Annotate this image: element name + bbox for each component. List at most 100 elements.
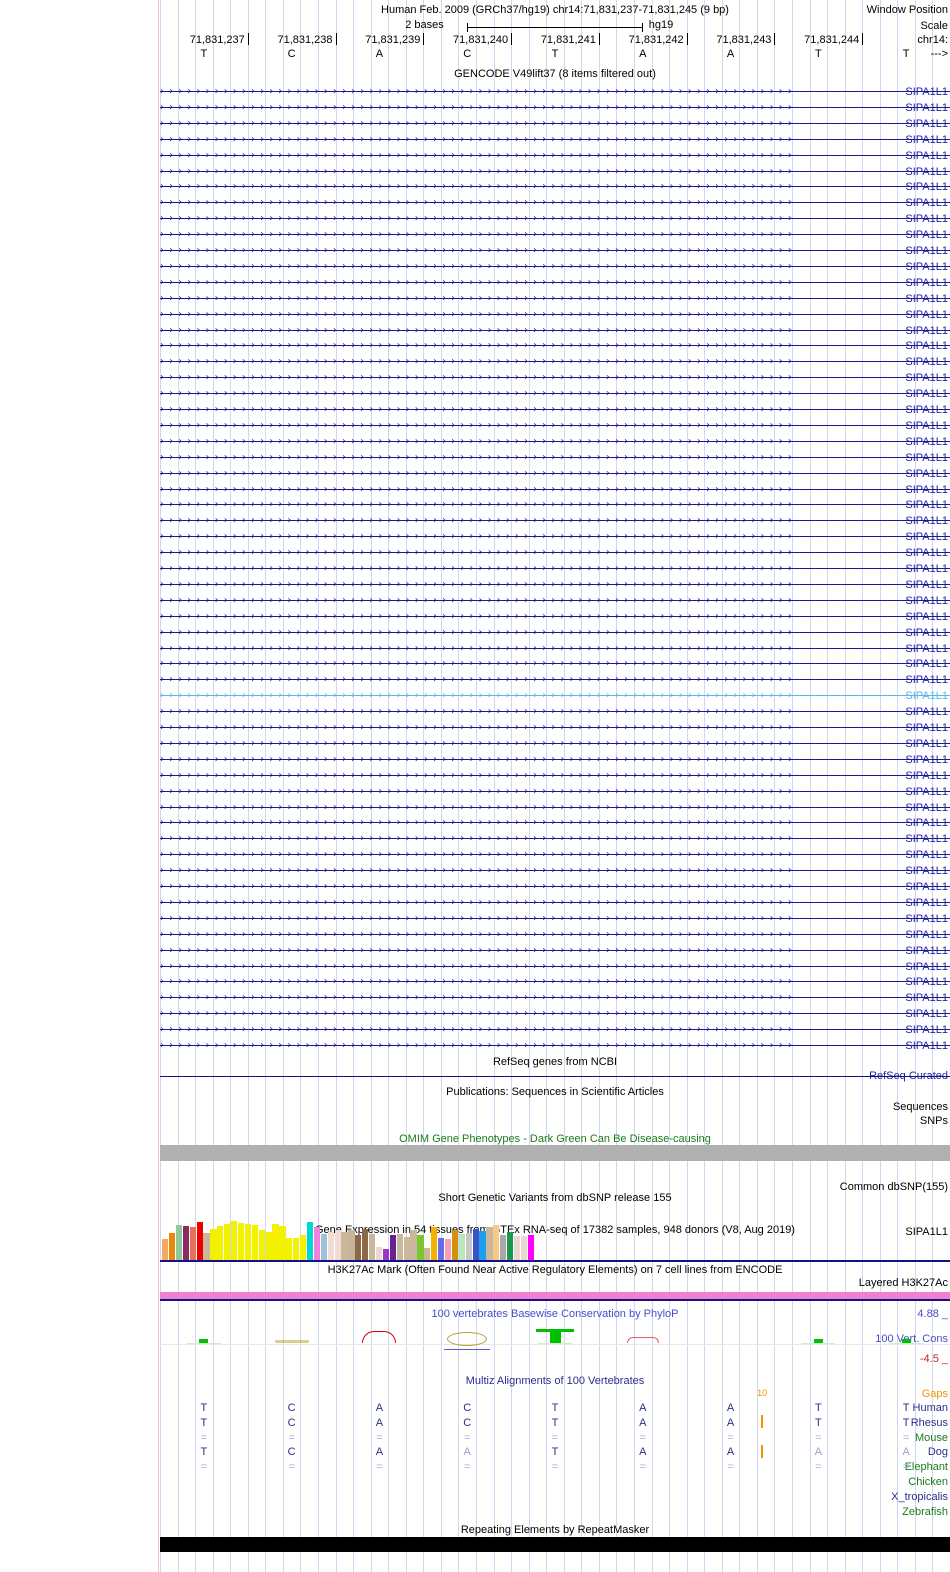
gene-transcript-row[interactable]: ››››››››››››››››››››››››››››››››››››››››… xyxy=(160,1008,950,1019)
gene-name-label[interactable]: SIPA1L1 xyxy=(905,436,948,448)
gene-transcript-row[interactable]: ››››››››››››››››››››››››››››››››››››››››… xyxy=(160,420,950,431)
gene-name-label[interactable]: SIPA1L1 xyxy=(905,658,948,670)
gene-transcript-row[interactable]: ››››››››››››››››››››››››››››››››››››››››… xyxy=(160,627,950,638)
gene-name-label[interactable]: SIPA1L1 xyxy=(905,881,948,893)
gene-transcript-row[interactable]: ››››››››››››››››››››››››››››››››››››››››… xyxy=(160,770,950,781)
gene-name-label[interactable]: SIPA1L1 xyxy=(905,754,948,766)
gene-transcript-row[interactable]: ››››››››››››››››››››››››››››››››››››››››… xyxy=(160,579,950,590)
gtex-tissue-bar[interactable] xyxy=(348,1230,355,1260)
gtex-tissue-bar[interactable] xyxy=(272,1224,279,1260)
gtex-tissue-bar[interactable] xyxy=(162,1239,169,1260)
gtex-tissue-bar[interactable] xyxy=(513,1236,521,1260)
gene-name-label[interactable]: SIPA1L1 xyxy=(905,515,948,527)
gene-transcript-row[interactable]: ››››››››››››››››››››››››››››››››››››››››… xyxy=(160,1024,950,1035)
gene-name-label[interactable]: SIPA1L1 xyxy=(905,595,948,607)
gene-transcript-row[interactable]: ››››››››››››››››››››››››››››››››››››››››… xyxy=(160,261,950,272)
gene-transcript-row[interactable]: ››››››››››››››››››››››››››››››››››››››››… xyxy=(160,690,950,701)
gtex-tissue-bar[interactable] xyxy=(369,1234,376,1260)
gtex-tissue-bar[interactable] xyxy=(520,1236,528,1260)
gtex-tissue-bar[interactable] xyxy=(355,1235,362,1260)
gtex-tissue-bar[interactable] xyxy=(382,1249,390,1260)
gene-name-label[interactable]: SIPA1L1 xyxy=(905,913,948,925)
gene-transcript-row[interactable]: ››››››››››››››››››››››››››››››››››››››››… xyxy=(160,229,950,240)
gtex-tissue-bar[interactable] xyxy=(182,1226,189,1260)
gtex-tissue-bar[interactable] xyxy=(327,1232,334,1260)
gene-transcript-row[interactable]: ››››››››››››››››››››››››››››››››››››››››… xyxy=(160,102,950,113)
gene-name-label[interactable]: SIPA1L1 xyxy=(905,404,948,416)
gtex-tissue-bar[interactable] xyxy=(224,1224,231,1260)
gene-transcript-row[interactable]: ››››››››››››››››››››››››››››››››››››››››… xyxy=(160,277,950,288)
gene-transcript-row[interactable]: ››››››››››››››››››››››››››››››››››››››››… xyxy=(160,86,950,97)
gene-name-label[interactable]: SIPA1L1 xyxy=(905,293,948,305)
gene-transcript-row[interactable]: ››››››››››››››››››››››››››››››››››››››››… xyxy=(160,547,950,558)
gtex-tissue-bar[interactable] xyxy=(444,1239,452,1260)
gene-transcript-row[interactable]: ››››››››››››››››››››››››››››››››››››››››… xyxy=(160,961,950,972)
gene-transcript-row[interactable]: ››››››››››››››››››››››››››››››››››››››››… xyxy=(160,929,950,940)
gene-name-label[interactable]: SIPA1L1 xyxy=(905,452,948,464)
gene-transcript-row[interactable]: ››››››››››››››››››››››››››››››››››››››››… xyxy=(160,1040,950,1051)
gene-name-label[interactable]: SIPA1L1 xyxy=(905,976,948,988)
conservation-track-label[interactable]: 100 Vert. Cons xyxy=(875,1333,948,1345)
conservation-plot[interactable] xyxy=(160,1306,950,1368)
gene-transcript-row[interactable]: ››››››››››››››››››››››››››››››››››››››››… xyxy=(160,754,950,765)
gene-name-label[interactable]: SIPA1L1 xyxy=(905,531,948,543)
gene-transcript-row[interactable]: ››››››››››››››››››››››››››››››››››››››››… xyxy=(160,499,950,510)
gene-transcript-row[interactable]: ››››››››››››››››››››››››››››››››››››››››… xyxy=(160,309,950,320)
gene-transcript-row[interactable]: ››››››››››››››››››››››››››››››››››››››››… xyxy=(160,881,950,892)
gtex-tissue-bar[interactable] xyxy=(320,1234,327,1260)
gtex-tissue-bar[interactable] xyxy=(244,1224,252,1260)
sequences-track-label[interactable]: Sequences xyxy=(892,1101,948,1113)
gtex-tissue-bar[interactable] xyxy=(362,1229,369,1260)
gtex-tissue-bar[interactable] xyxy=(279,1226,286,1260)
gtex-track-label[interactable]: SIPA1L1 xyxy=(905,1226,948,1238)
gene-transcript-row[interactable]: ››››››››››››››››››››››››››››››››››››››››… xyxy=(160,245,950,256)
gene-name-label[interactable]: SIPA1L1 xyxy=(905,563,948,575)
gene-transcript-row[interactable]: ››››››››››››››››››››››››››››››››››››››››… xyxy=(160,213,950,224)
h3k27ac-track-label[interactable]: Layered H3K27Ac xyxy=(858,1277,948,1289)
gene-transcript-row[interactable]: ››››››››››››››››››››››››››››››››››››››››… xyxy=(160,484,950,495)
gtex-tissue-bar[interactable] xyxy=(389,1235,396,1260)
species-label-mouse[interactable]: Mouse xyxy=(914,1432,948,1444)
gtex-tissue-bar[interactable] xyxy=(472,1229,479,1260)
gtex-tissue-bar[interactable] xyxy=(458,1234,465,1260)
gene-name-label[interactable]: SIPA1L1 xyxy=(905,865,948,877)
gene-name-label[interactable]: SIPA1L1 xyxy=(905,102,948,114)
omim-gene-band[interactable] xyxy=(160,1145,950,1161)
gtex-tissue-bar[interactable] xyxy=(431,1227,438,1260)
gene-name-label[interactable]: SIPA1L1 xyxy=(905,674,948,686)
gene-name-label[interactable]: SIPA1L1 xyxy=(905,86,948,98)
gene-transcript-row[interactable]: ››››››››››››››››››››››››››››››››››››››››… xyxy=(160,865,950,876)
gene-transcript-row[interactable]: ››››››››››››››››››››››››››››››››››››››››… xyxy=(160,404,950,415)
gene-name-label[interactable]: SIPA1L1 xyxy=(905,372,948,384)
gene-transcript-row[interactable]: ››››››››››››››››››››››››››››››››››››››››… xyxy=(160,722,950,733)
gene-name-label[interactable]: SIPA1L1 xyxy=(905,340,948,352)
dbsnp-track-label[interactable]: Common dbSNP(155) xyxy=(839,1181,948,1193)
gene-transcript-row[interactable]: ››››››››››››››››››››››››››››››››››››››››… xyxy=(160,134,950,145)
gene-name-label[interactable]: SIPA1L1 xyxy=(905,897,948,909)
gene-name-label[interactable]: SIPA1L1 xyxy=(905,197,948,209)
gene-transcript-row[interactable]: ››››››››››››››››››››››››››››››››››››››››… xyxy=(160,897,950,908)
gene-transcript-row[interactable]: ››››››››››››››››››››››››››››››››››››››››… xyxy=(160,468,950,479)
gene-name-label[interactable]: SIPA1L1 xyxy=(905,817,948,829)
gene-name-label[interactable]: SIPA1L1 xyxy=(905,229,948,241)
gene-transcript-row[interactable]: ››››››››››››››››››››››››››››››››››››››››… xyxy=(160,674,950,685)
gtex-tissue-bar[interactable] xyxy=(410,1230,417,1260)
gtex-tissue-bar[interactable] xyxy=(168,1233,176,1260)
gtex-tissue-bar[interactable] xyxy=(334,1230,341,1260)
gtex-tissue-bar[interactable] xyxy=(231,1221,238,1260)
gtex-tissue-bar[interactable] xyxy=(500,1235,507,1260)
gene-name-label[interactable]: SIPA1L1 xyxy=(905,945,948,957)
gene-name-label[interactable]: SIPA1L1 xyxy=(905,166,948,178)
gtex-tissue-bar[interactable] xyxy=(286,1238,293,1260)
gene-name-label[interactable]: SIPA1L1 xyxy=(905,420,948,432)
gtex-tissue-bar[interactable] xyxy=(313,1227,321,1260)
gtex-tissue-bar[interactable] xyxy=(438,1238,445,1260)
gene-name-label[interactable]: SIPA1L1 xyxy=(905,213,948,225)
gene-transcript-row[interactable]: ››››››››››››››››››››››››››››››››››››››››… xyxy=(160,992,950,1003)
gene-transcript-row[interactable]: ››››››››››››››››››››››››››››››››››››››››… xyxy=(160,802,950,813)
gene-transcript-row[interactable]: ››››››››››››››››››››››››››››››››››››››››… xyxy=(160,436,950,447)
species-label-human[interactable]: Human xyxy=(912,1402,948,1414)
gtex-tissue-bar[interactable] xyxy=(486,1227,493,1260)
species-label-x_tropicalis[interactable]: X_tropicalis xyxy=(891,1491,948,1503)
species-label-elephant[interactable]: Elephant xyxy=(904,1461,948,1473)
